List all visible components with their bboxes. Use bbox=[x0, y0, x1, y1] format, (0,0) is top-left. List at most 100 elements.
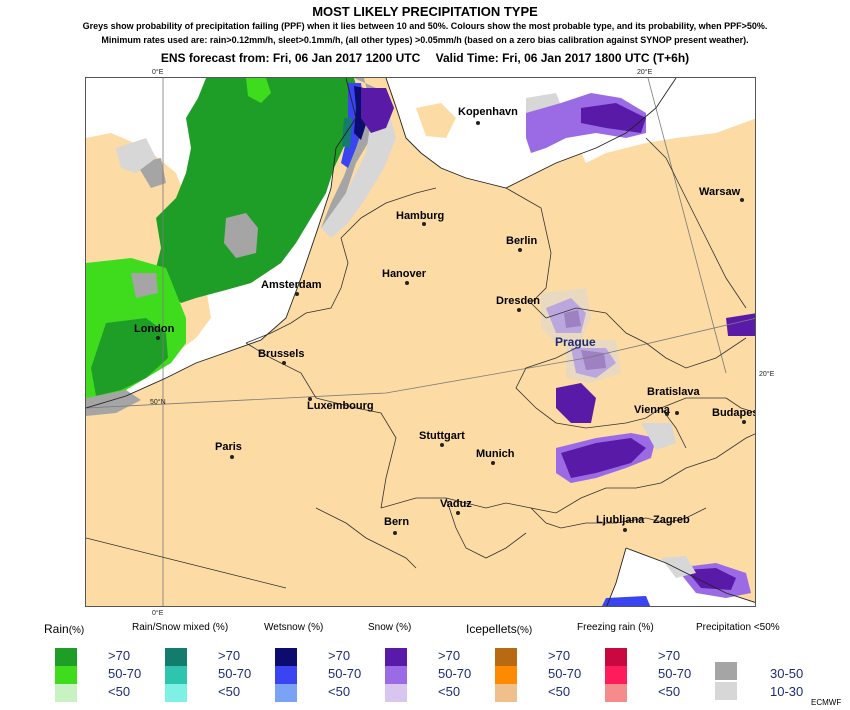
level-freezing-mid: 50-70 bbox=[658, 666, 692, 681]
graticule-label-20e-right: 20°E bbox=[759, 371, 775, 378]
swatch-rain-high bbox=[55, 648, 77, 666]
city-dot-vaduz bbox=[456, 511, 460, 515]
swatch-snow-low bbox=[385, 684, 407, 702]
swatch-snow-high bbox=[385, 648, 407, 666]
level-wetsnow-high: >70 bbox=[328, 648, 351, 663]
level-freezing-high: >70 bbox=[658, 648, 681, 663]
city-dot-berlin bbox=[518, 248, 522, 252]
city-hamburg[interactable]: Hamburg bbox=[396, 210, 445, 222]
level-wetsnow-mid: 50-70 bbox=[328, 666, 362, 681]
level-rain-high: >70 bbox=[108, 648, 131, 663]
city-dot-warsaw bbox=[740, 198, 744, 202]
level-snow-low: <50 bbox=[438, 684, 461, 699]
subtitle-line-1: Greys show probability of precipitation … bbox=[82, 21, 768, 31]
city-dot-london bbox=[156, 336, 160, 340]
city-kopenhavn[interactable]: Kopenhavn bbox=[458, 106, 518, 118]
swatch-snow-mid bbox=[385, 666, 407, 684]
level-icepellets-high: >70 bbox=[548, 648, 571, 663]
legend-head-freezing-rain: Freezing rain (%) bbox=[577, 622, 654, 633]
city-dot-amsterdam bbox=[295, 292, 299, 296]
city-dot-bratislava bbox=[675, 411, 679, 415]
level-rainsnow-mid: 50-70 bbox=[218, 666, 252, 681]
city-berlin[interactable]: Berlin bbox=[506, 235, 538, 247]
level-icepellets-low: <50 bbox=[548, 684, 571, 699]
city-bratislava[interactable]: Bratislava bbox=[647, 386, 700, 398]
legend-head-icepellets: Icepellets(%) bbox=[466, 622, 533, 636]
level-wetsnow-low: <50 bbox=[328, 684, 351, 699]
swatch-icepellets-low bbox=[495, 684, 517, 702]
valid-time: Valid Time: Fri, 06 Jan 2017 1800 UTC (T… bbox=[435, 51, 690, 65]
legend-head-ppf: Precipitation <50% bbox=[696, 622, 780, 633]
swatch-icepellets-mid bbox=[495, 666, 517, 684]
map-canvas bbox=[86, 78, 755, 606]
swatch-wetsnow-high bbox=[275, 648, 297, 666]
forecast-from: ENS forecast from: Fri, 06 Jan 2017 1200… bbox=[160, 51, 421, 65]
graticule-label-0e-top: 0°E bbox=[152, 69, 164, 76]
city-dot-budapest bbox=[742, 420, 746, 424]
city-dresden[interactable]: Dresden bbox=[496, 295, 541, 307]
city-paris[interactable]: Paris bbox=[215, 441, 242, 453]
city-vaduz[interactable]: Vaduz bbox=[440, 498, 472, 510]
city-amsterdam[interactable]: Amsterdam bbox=[261, 279, 322, 291]
level-freezing-low: <50 bbox=[658, 684, 681, 699]
level-rain-low: <50 bbox=[108, 684, 131, 699]
swatch-freezing-low bbox=[605, 684, 627, 702]
city-dot-brussels bbox=[282, 361, 286, 365]
swatch-rainsnow-high bbox=[165, 648, 187, 666]
swatch-rain-mid bbox=[55, 666, 77, 684]
level-rain-mid: 50-70 bbox=[108, 666, 142, 681]
city-vienna[interactable]: Vienna bbox=[634, 404, 670, 416]
city-ljubljana[interactable]: Ljubljana bbox=[596, 514, 645, 526]
city-stuttgart[interactable]: Stuttgart bbox=[419, 430, 465, 442]
graticule-label-50n: 50°N bbox=[150, 399, 166, 406]
swatch-rainsnow-mid bbox=[165, 666, 187, 684]
swatch-wetsnow-low bbox=[275, 684, 297, 702]
precipitation-map[interactable]: Kopenhavn Hamburg Berlin Warsaw Amsterda… bbox=[85, 77, 756, 607]
city-warsaw[interactable]: Warsaw bbox=[699, 186, 741, 198]
swatch-freezing-mid bbox=[605, 666, 627, 684]
graticule-label-20e-top: 20°E bbox=[637, 69, 653, 76]
graticule bbox=[86, 78, 755, 606]
city-dot-ljubljana bbox=[623, 528, 627, 532]
city-london[interactable]: London bbox=[134, 323, 175, 335]
city-dot-paris bbox=[230, 455, 234, 459]
swatch-icepellets-high bbox=[495, 648, 517, 666]
level-icepellets-mid: 50-70 bbox=[548, 666, 582, 681]
city-zagreb[interactable]: Zagreb bbox=[653, 514, 690, 526]
city-brussels[interactable]: Brussels bbox=[258, 348, 305, 360]
city-prague[interactable]: Prague bbox=[555, 335, 596, 349]
level-snow-high: >70 bbox=[438, 648, 461, 663]
legend-head-rain: Rain(%) bbox=[44, 622, 85, 636]
city-dot-stuttgart bbox=[440, 443, 444, 447]
swatch-rainsnow-low bbox=[165, 684, 187, 702]
credit-ecmwf: ECMWF bbox=[811, 698, 842, 707]
graticule-label-0e-bottom: 0°E bbox=[152, 610, 164, 617]
swatch-freezing-high bbox=[605, 648, 627, 666]
ppf-grey-around-snow bbox=[541, 288, 696, 578]
swatch-wetsnow-mid bbox=[275, 666, 297, 684]
city-hanover[interactable]: Hanover bbox=[382, 268, 427, 280]
city-dot-bern bbox=[393, 531, 397, 535]
swatch-ppf-10-30 bbox=[715, 682, 737, 700]
level-ppf-10-30: 10-30 bbox=[770, 684, 804, 699]
subtitle-line-2: Minimum rates used are: rain>0.12mm/h, s… bbox=[101, 35, 749, 45]
city-luxembourg[interactable]: Luxembourg bbox=[307, 400, 374, 412]
city-dot-hanover bbox=[405, 281, 409, 285]
chart-title: MOST LIKELY PRECIPITATION TYPE bbox=[312, 4, 538, 19]
country-borders bbox=[86, 137, 755, 589]
forecast-line: ENS forecast from: Fri, 06 Jan 2017 1200… bbox=[0, 51, 850, 65]
city-dot-dresden bbox=[517, 308, 521, 312]
level-snow-mid: 50-70 bbox=[438, 666, 472, 681]
swatch-ppf-30-50 bbox=[715, 662, 737, 680]
legend-head-rainsnow: Rain/Snow mixed (%) bbox=[132, 622, 229, 633]
city-budapest[interactable]: Budapest bbox=[712, 407, 755, 419]
legend-head-snow: Snow (%) bbox=[368, 622, 412, 633]
rain-area bbox=[86, 78, 361, 403]
city-dot-hamburg bbox=[422, 222, 426, 226]
city-munich[interactable]: Munich bbox=[476, 448, 515, 460]
swatch-rain-low bbox=[55, 684, 77, 702]
city-bern[interactable]: Bern bbox=[384, 516, 410, 528]
city-dot-kopenhavn bbox=[476, 121, 480, 125]
level-rainsnow-low: <50 bbox=[218, 684, 241, 699]
level-rainsnow-high: >70 bbox=[218, 648, 241, 663]
